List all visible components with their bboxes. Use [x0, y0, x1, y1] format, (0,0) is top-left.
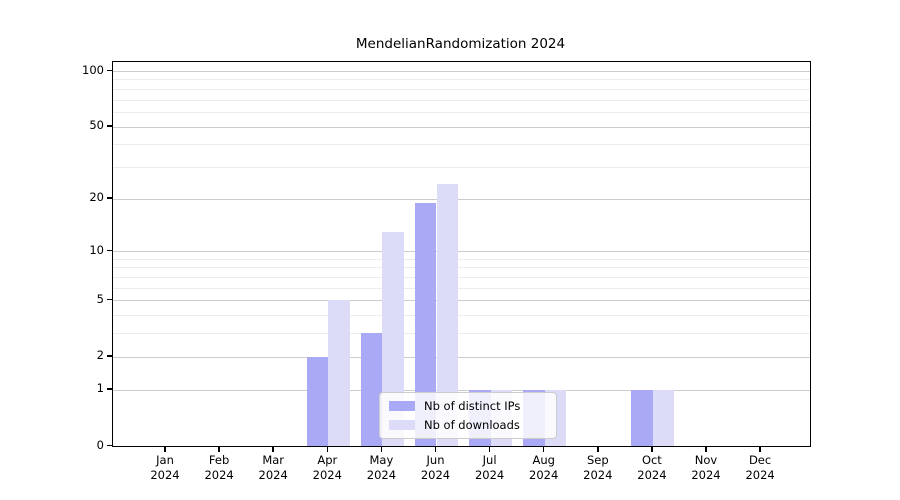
legend-label-downloads: Nb of downloads	[424, 418, 520, 432]
y-tick-5	[107, 298, 112, 301]
x-tick-nov	[705, 446, 707, 452]
plot-area: Nb of distinct IPs Nb of downloads	[112, 61, 811, 447]
gridline-y-9	[113, 258, 810, 260]
gridline-y-40	[113, 144, 810, 146]
legend-swatch-distinct-ips	[389, 401, 415, 411]
y-tick-label-0: 0	[96, 437, 104, 452]
x-tick-label-apr: Apr 2024	[312, 453, 342, 482]
legend-item-downloads: Nb of downloads	[389, 418, 547, 432]
y-tick-2	[107, 355, 112, 357]
gridline-y-30	[113, 166, 810, 168]
x-tick-label-feb: Feb 2024	[204, 453, 234, 482]
gridline-y-6	[113, 287, 810, 289]
x-tick-label-aug: Aug 2024	[529, 453, 559, 482]
x-tick-label-sep: Sep 2024	[583, 453, 613, 482]
x-tick-label-dec: Dec 2024	[745, 453, 775, 482]
gridline-y-8	[113, 267, 810, 269]
bar-nb-of-downloads-jun	[436, 184, 459, 446]
bar-nb-of-distinct-ips-apr	[306, 356, 329, 446]
x-tick-aug	[542, 446, 545, 452]
y-tick-100	[107, 69, 112, 71]
x-tick-label-mar: Mar 2024	[258, 453, 288, 482]
x-tick-may	[380, 446, 383, 452]
gridline-y-60	[113, 111, 810, 113]
x-tick-label-may: May 2024	[366, 453, 397, 482]
x-tick-oct	[651, 446, 653, 452]
gridline-y-5	[113, 300, 810, 302]
y-tick-label-10: 10	[89, 242, 104, 257]
x-tick-label-oct: Oct 2024	[637, 453, 667, 482]
y-tick-0	[107, 444, 112, 446]
x-tick-jan	[164, 446, 166, 452]
gridline-y-2	[113, 356, 810, 358]
x-tick-label-jan: Jan 2024	[150, 453, 180, 482]
bar-nb-of-distinct-ips-may	[360, 333, 383, 446]
y-tick-50	[107, 125, 112, 127]
y-tick-1	[107, 388, 112, 390]
x-tick-label-jun: Jun 2024	[420, 453, 451, 482]
legend-item-distinct-ips: Nb of distinct IPs	[389, 399, 547, 413]
x-tick-dec	[759, 446, 761, 452]
gridline-y-90	[113, 79, 810, 81]
y-tick-label-100: 100	[82, 62, 104, 77]
y-tick-label-5: 5	[96, 291, 104, 306]
x-tick-sep	[597, 446, 599, 452]
gridline-y-1	[113, 389, 810, 391]
gridline-y-100	[113, 71, 810, 72]
chart-title: MendelianRandomization 2024	[355, 36, 566, 52]
legend: Nb of distinct IPs Nb of downloads	[379, 392, 557, 439]
bar-nb-of-distinct-ips-jun	[414, 202, 437, 446]
x-tick-label-jul: Jul 2024	[474, 453, 505, 482]
gridline-y-70	[113, 99, 810, 101]
x-tick-mar	[272, 446, 274, 452]
y-tick-10	[107, 249, 112, 252]
gridline-y-4	[113, 315, 810, 317]
gridline-y-3	[113, 333, 810, 335]
gridline-y-80	[113, 88, 810, 90]
y-tick-label-50: 50	[89, 118, 104, 133]
gridline-y-10	[113, 251, 810, 253]
x-tick-jul	[488, 446, 491, 452]
y-tick-label-2: 2	[96, 348, 104, 363]
gridline-y-50	[113, 126, 810, 128]
y-tick-20	[107, 197, 112, 199]
bar-nb-of-downloads-oct	[652, 389, 675, 446]
x-tick-jun	[434, 446, 437, 452]
bar-nb-of-downloads-apr	[328, 300, 350, 446]
y-tick-label-20: 20	[89, 190, 104, 205]
y-tick-label-1: 1	[96, 381, 104, 396]
legend-label-distinct-ips: Nb of distinct IPs	[424, 399, 521, 413]
x-tick-apr	[326, 446, 329, 452]
x-tick-label-nov: Nov 2024	[691, 453, 721, 482]
bar-nb-of-distinct-ips-oct	[631, 389, 653, 446]
gridline-y-20	[113, 198, 810, 200]
x-tick-feb	[218, 446, 220, 452]
gridline-y-7	[113, 277, 810, 279]
legend-swatch-downloads	[389, 420, 415, 430]
